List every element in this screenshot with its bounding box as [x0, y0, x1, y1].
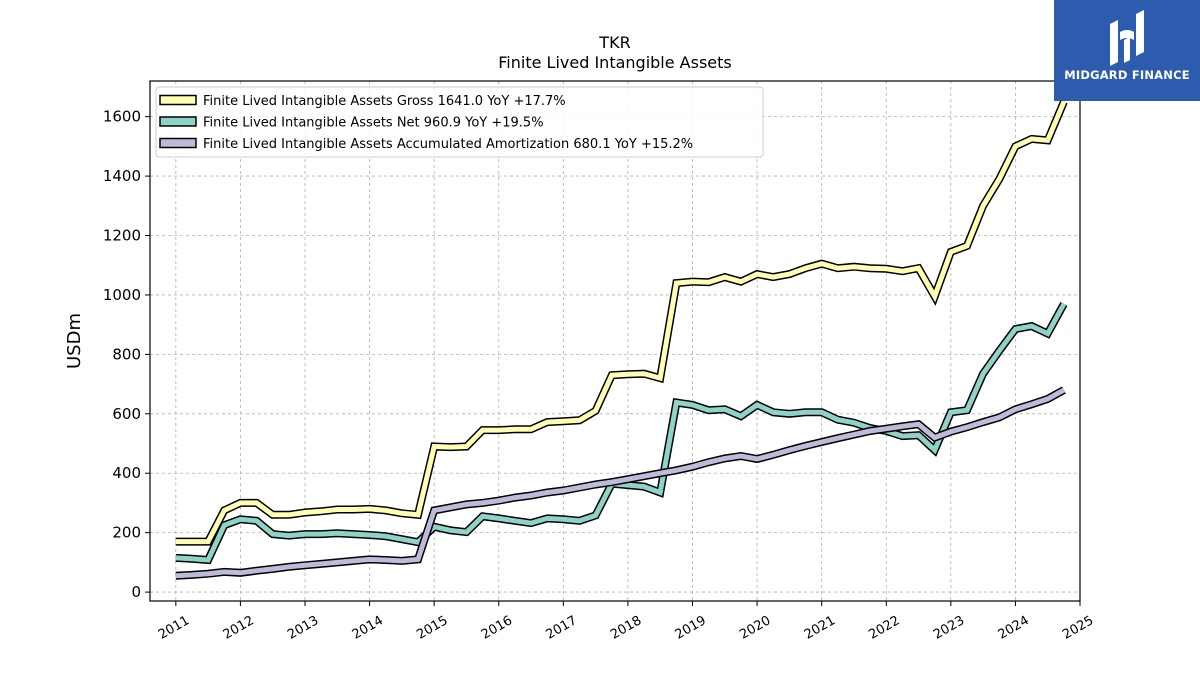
brand-name: MIDGARD FINANCE — [1064, 68, 1190, 82]
legend-swatch — [159, 94, 197, 106]
logo-mark-icon — [1110, 10, 1144, 66]
x-tick-label: 2025 — [1060, 613, 1096, 643]
series-line-outline — [175, 100, 1068, 546]
x-tick-label: 2023 — [931, 613, 967, 643]
series-line-fill — [175, 387, 1066, 579]
y-tick-label: 1200 — [103, 227, 141, 245]
y-tick-label: 0 — [131, 583, 141, 601]
series-lines — [175, 100, 1068, 580]
x-tick-label: 2016 — [479, 613, 515, 643]
y-tick-label: 200 — [112, 524, 141, 542]
x-tick-label: 2022 — [866, 613, 902, 643]
series-line — [175, 100, 1068, 546]
series-line — [175, 386, 1066, 580]
y-tick-label: 1400 — [103, 167, 141, 185]
x-tick-label: 2020 — [737, 613, 773, 643]
legend-label: Finite Lived Intangible Assets Gross 164… — [203, 94, 566, 109]
legend-box — [155, 86, 764, 158]
legend-swatch — [159, 116, 197, 127]
x-tick-label: 2012 — [221, 613, 257, 643]
x-tick-label: 2019 — [673, 613, 709, 643]
y-tick-label: 400 — [112, 464, 141, 482]
y-tick-label: 800 — [112, 345, 141, 363]
x-tick-label: 2015 — [414, 613, 450, 643]
chart-subtitle: Finite Lived Intangible Assets — [498, 53, 731, 72]
y-axis-label: USDm — [64, 313, 85, 369]
y-tick-label: 600 — [112, 405, 141, 423]
legend-label: Finite Lived Intangible Assets Accumulat… — [203, 137, 693, 152]
brand-logo: MIDGARD FINANCE — [1054, 0, 1200, 101]
chart-title: TKR — [598, 33, 630, 52]
x-tick-label: 2018 — [608, 613, 644, 643]
x-tick-label: 2014 — [350, 613, 386, 643]
plot-frame — [149, 80, 1081, 602]
grid-lines — [150, 81, 1081, 601]
legend-swatch — [159, 137, 197, 149]
x-tick-label: 2021 — [802, 613, 838, 643]
y-tick-label: 1000 — [103, 286, 141, 304]
series-line-fill — [175, 100, 1067, 545]
x-tick-label: 2017 — [544, 613, 580, 643]
x-tick-label: 2011 — [156, 613, 192, 643]
x-tick-label: 2013 — [285, 613, 321, 643]
legend: Finite Lived Intangible Assets Gross 164… — [155, 86, 764, 158]
x-tick-label: 2024 — [996, 613, 1032, 643]
axis-ticks: 0 200 400 600 800 1000 1200 1400 1600 2011 2012 201… — [103, 108, 1097, 643]
y-tick-label: 1600 — [103, 108, 141, 126]
legend-label: Finite Lived Intangible Assets Net 960.9… — [203, 116, 544, 131]
